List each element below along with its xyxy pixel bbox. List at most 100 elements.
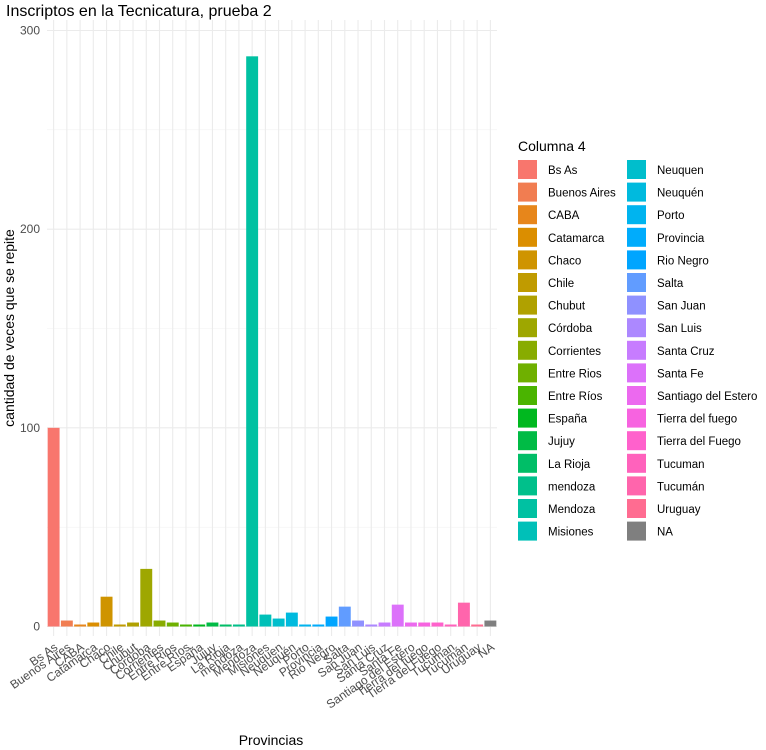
- bar: [418, 622, 431, 627]
- bar: [259, 614, 272, 627]
- y-tick-label: 100: [20, 421, 40, 435]
- bar: [352, 620, 364, 627]
- bar: [444, 624, 457, 627]
- legend-label: CABA: [548, 210, 580, 222]
- legend-label: Porto: [657, 210, 685, 222]
- legend-key: [627, 273, 646, 292]
- bar: [60, 620, 73, 627]
- legend-label: Catamarca: [548, 233, 605, 245]
- bar: [193, 624, 206, 627]
- legend-label: Tierra del Fuego: [657, 436, 741, 448]
- legend-label: Rio Negro: [657, 255, 709, 267]
- legend-key: [518, 408, 537, 428]
- legend-key: [627, 227, 646, 247]
- legend-label: Tucumán: [657, 481, 705, 493]
- legend-key: [518, 227, 537, 247]
- bar: [246, 56, 259, 627]
- legend-key: [627, 295, 646, 315]
- bar: [431, 622, 444, 627]
- legend-label: Santiago del Estero: [657, 391, 757, 403]
- bar: [391, 604, 404, 627]
- bar: [484, 620, 497, 627]
- legend-key: [627, 499, 646, 518]
- y-tick-label: 300: [20, 24, 40, 38]
- bar: [100, 596, 113, 627]
- legend-label: Neuquen: [657, 165, 704, 177]
- legend-label: Bs As: [548, 165, 578, 177]
- plot-area: 0 100 200 300: [20, 20, 497, 636]
- legend-label: San Luis: [657, 323, 702, 335]
- legend-label: Chaco: [548, 255, 581, 267]
- legend-key: [627, 521, 646, 541]
- bar: [87, 622, 100, 627]
- legend-label: Jujuy: [548, 436, 575, 448]
- legend-label: Santa Cruz: [657, 346, 715, 358]
- legend-key: [627, 476, 646, 496]
- legend-label: Chubut: [548, 301, 586, 313]
- legend-key: [518, 521, 537, 541]
- legend-label: Corrientes: [548, 346, 601, 358]
- bar: [219, 624, 232, 627]
- legend-key: [627, 386, 646, 405]
- bar: [153, 620, 166, 627]
- legend-key: [518, 160, 537, 179]
- legend-key: [518, 363, 537, 383]
- legend-key: [518, 295, 537, 315]
- x-axis-title: Provincias: [239, 732, 304, 748]
- bar: [312, 624, 325, 627]
- y-axis-title: cantidad de veces que se repite: [1, 229, 17, 427]
- bar: [405, 622, 417, 627]
- legend-label: Santa Fe: [657, 368, 704, 380]
- legend-key: [518, 182, 537, 202]
- legend-key: [627, 453, 646, 473]
- legend-key: [518, 205, 537, 225]
- bar: [378, 622, 391, 627]
- legend-key: [627, 160, 646, 179]
- bar: [457, 602, 470, 627]
- bar: [166, 622, 179, 627]
- legend-label: mendoza: [548, 481, 596, 493]
- legend: Columna 4 Bs As Buenos Aires CABA Catamarca…: [518, 138, 757, 541]
- legend-key: [518, 386, 537, 405]
- legend-label: Neuquén: [657, 188, 704, 200]
- legend-label: La Rioja: [548, 459, 591, 471]
- legend-key: [627, 250, 646, 270]
- y-tick-label: 0: [33, 620, 40, 634]
- legend-key: [518, 476, 537, 496]
- bar: [127, 622, 139, 627]
- legend-key: [518, 453, 537, 473]
- legend-key: [627, 318, 646, 338]
- bar: [272, 618, 285, 627]
- legend-key: [627, 205, 646, 225]
- bar: [113, 624, 126, 627]
- legend-label: Uruguay: [657, 504, 701, 516]
- bar: [325, 616, 338, 627]
- legend-key: [627, 363, 646, 383]
- bar: [299, 624, 312, 627]
- legend-label: Buenos Aires: [548, 188, 616, 200]
- legend-label: Entre Ríos: [548, 391, 603, 403]
- legend-label: Entre Rios: [548, 368, 602, 380]
- legend-key: [518, 431, 537, 451]
- legend-key: [627, 182, 646, 202]
- bar: [232, 624, 245, 627]
- legend-key: [518, 273, 537, 292]
- legend-title: Columna 4: [518, 138, 586, 154]
- legend-label: Mendoza: [548, 504, 596, 516]
- legend-label: Tierra del fuego: [657, 414, 737, 426]
- y-tick-label: 200: [20, 222, 40, 236]
- legend-label: Córdoba: [548, 323, 593, 335]
- legend-key: [627, 340, 646, 360]
- chart-title: Inscriptos en la Tecnicatura, prueba 2: [6, 3, 272, 20]
- legend-key: [518, 318, 537, 338]
- legend-key: [518, 250, 537, 270]
- legend-label: San Juan: [657, 301, 706, 313]
- bar: [74, 624, 87, 627]
- legend-label: Salta: [657, 278, 684, 290]
- legend-label: Provincia: [657, 233, 705, 245]
- bar: [365, 624, 378, 627]
- bar: [338, 606, 351, 627]
- bar: [285, 612, 298, 627]
